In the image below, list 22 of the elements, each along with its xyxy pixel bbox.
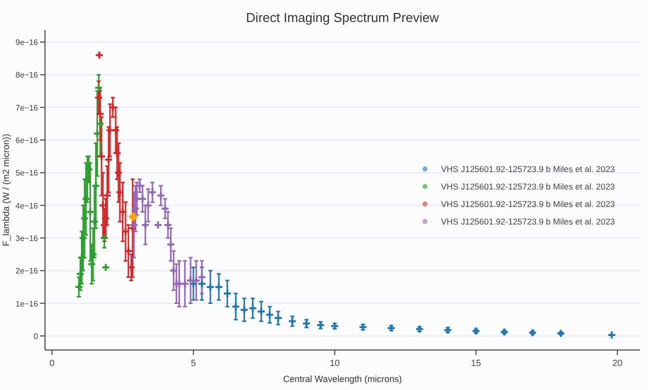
y-tick-label: 6e−16 [16,136,39,146]
y-tick-label: 3e−16 [16,234,39,243]
y-tick-label: 5e−16 [16,168,39,178]
legend-label: VHS J125601.92-125723.9 b Miles et al. 2023 [441,182,616,192]
y-tick-label: 0 [34,332,39,341]
y-tick-label: 1e−16 [16,299,39,308]
y-tick-label: 2e−16 [16,266,39,276]
y-tick-label: 4e−16 [16,201,39,210]
x-tick-label: 0 [50,358,55,368]
y-axis-title: F_lambda (W / (m2 micron)) [1,134,11,246]
x-tick-label: 5 [190,358,196,368]
chart-title: Direct Imaging Spectrum Preview [246,10,440,25]
x-tick-label: 20 [612,358,622,368]
y-tick-label: 7e−16 [16,103,39,112]
legend-label: VHS J125601.92-125723.9 b Miles et al. 2023 [441,199,616,209]
legend-label: VHS J125601.92-125723.9 b Miles et al. 2023 [441,216,616,226]
legend-label: VHS J125601.92-125723.9 b Miles et al. 2023 [441,164,616,174]
x-tick-label: 10 [330,358,340,368]
x-tick-label: 15 [471,358,482,368]
y-tick-label: 9e−16 [16,38,39,48]
y-tick-label: 8e−16 [16,70,39,80]
x-axis-title: Central Wavelength (microns) [283,374,402,384]
